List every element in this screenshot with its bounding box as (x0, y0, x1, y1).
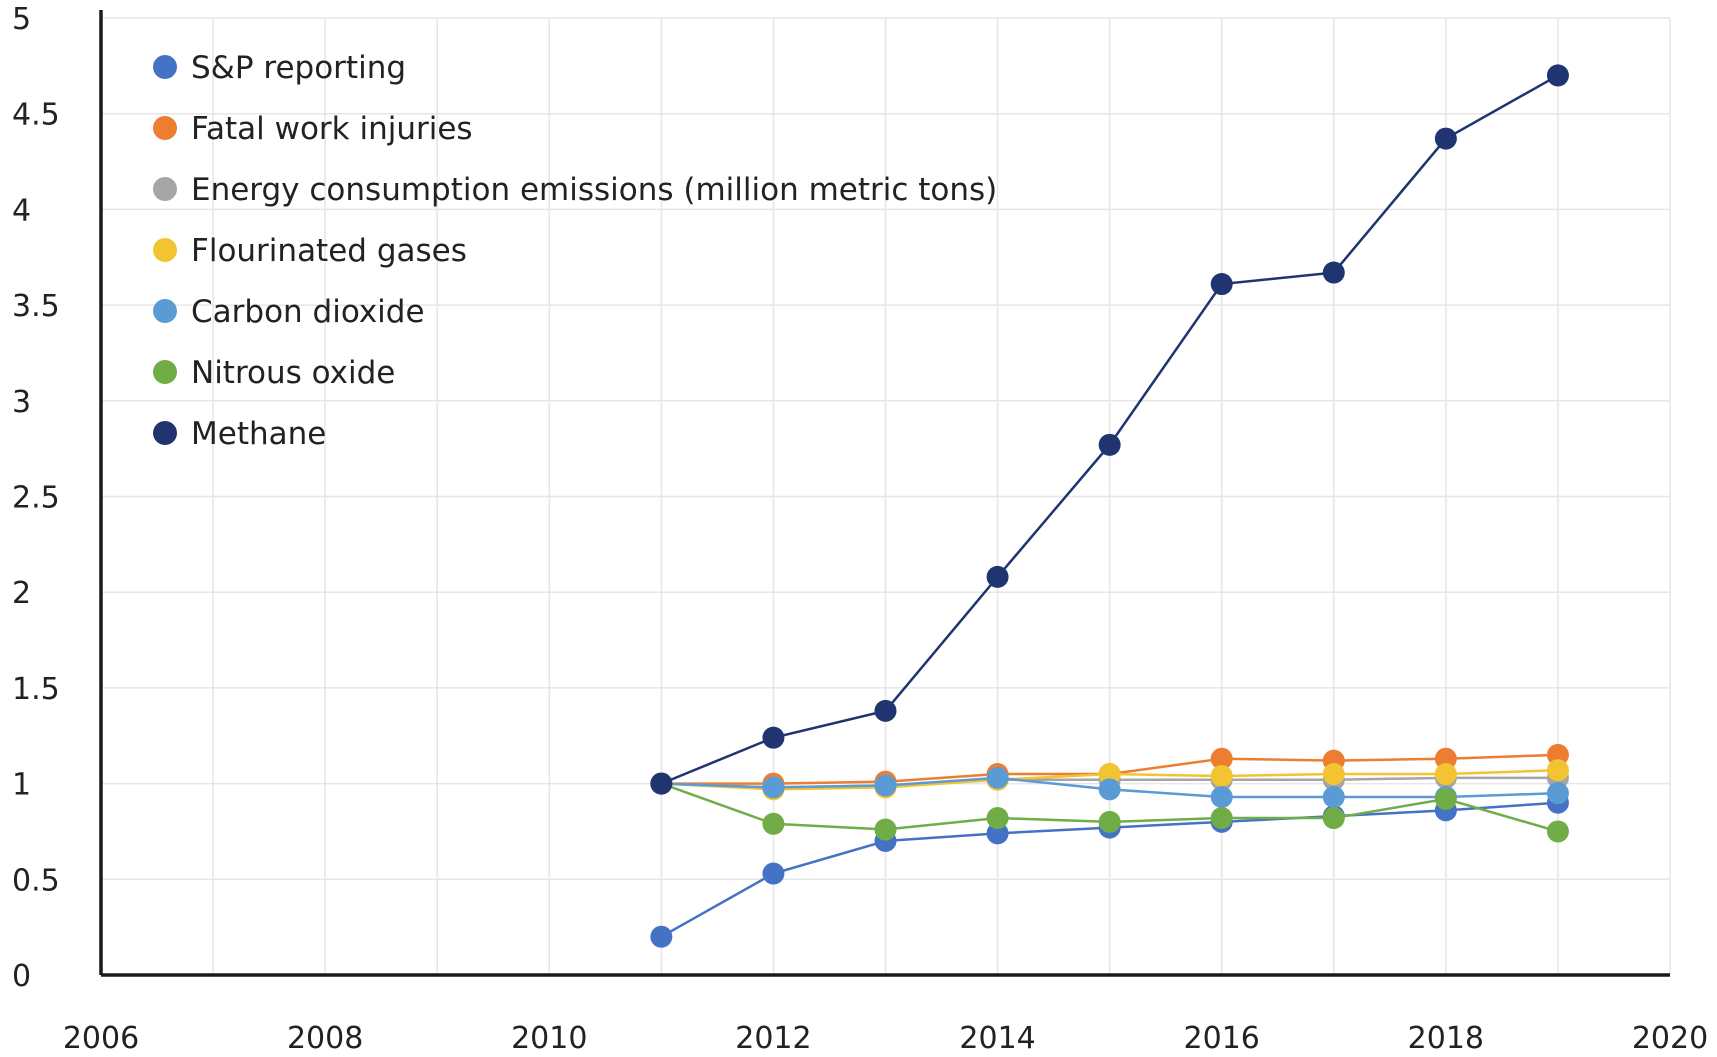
y-tick-label: 1.5 (12, 672, 60, 707)
axes (99, 10, 1670, 977)
data-point (1098, 810, 1121, 833)
data-point (762, 812, 785, 835)
y-tick-label: 3 (12, 385, 31, 420)
x-tick-label: 2018 (1408, 1021, 1484, 1056)
y-tick-label: 2 (12, 576, 31, 611)
legend-label: S&P reporting (191, 50, 406, 86)
data-point (1322, 785, 1345, 808)
data-point (1322, 807, 1345, 830)
data-point (1210, 747, 1233, 770)
legend-item: Carbon dioxide (153, 294, 425, 330)
legend-label: Flourinated gases (191, 233, 467, 269)
gridlines (101, 17, 1671, 975)
data-point (1546, 759, 1569, 782)
x-tick-label: 2012 (735, 1021, 811, 1056)
y-tick-label: 2.5 (12, 481, 60, 516)
x-tick-label: 2008 (287, 1021, 363, 1056)
data-point (1434, 747, 1457, 770)
data-point (650, 772, 673, 795)
legend-item: Nitrous oxide (153, 355, 395, 391)
data-point (1322, 763, 1345, 786)
data-point (1210, 807, 1233, 830)
legend-item: S&P reporting (153, 50, 406, 86)
y-tick-label: 0 (12, 959, 31, 994)
y-tick-label: 4 (12, 193, 31, 228)
legend-item: Flourinated gases (153, 233, 467, 269)
data-point (1098, 763, 1121, 786)
data-point (1322, 261, 1345, 284)
y-tick-label: 4.5 (12, 98, 60, 133)
data-point (874, 699, 897, 722)
data-point (762, 726, 785, 749)
legend-label: Carbon dioxide (191, 294, 425, 330)
legend-item: Energy consumption emissions (million me… (153, 172, 997, 208)
legend-label: Fatal work injuries (191, 111, 473, 147)
data-point (986, 822, 1009, 845)
y-tick-labels: 0 0.5 1 1.5 2 2.5 3 3.5 4 4.5 5 (12, 2, 60, 994)
data-point (1546, 782, 1569, 805)
data-point (762, 862, 785, 885)
legend-swatch (153, 177, 177, 201)
legend-swatch (153, 238, 177, 262)
y-tick-label: 0.5 (12, 863, 60, 898)
series-5 (650, 772, 1569, 843)
legend-label: Nitrous oxide (191, 355, 395, 391)
x-tick-label: 2016 (1184, 1021, 1260, 1056)
legend-swatch (153, 360, 177, 384)
data-point (986, 766, 1009, 789)
x-tick-label: 2014 (959, 1021, 1035, 1056)
x-tick-label: 2020 (1632, 1021, 1708, 1056)
x-tick-label: 2010 (511, 1021, 587, 1056)
data-point (1210, 764, 1233, 787)
legend-label: Energy consumption emissions (million me… (191, 172, 997, 208)
y-tick-label: 5 (12, 2, 31, 37)
legend: S&P reporting Fatal work injuries Energy c… (153, 50, 997, 452)
data-point (1098, 778, 1121, 801)
data-point (762, 776, 785, 799)
legend-label: Methane (191, 416, 326, 452)
data-point (1210, 785, 1233, 808)
legend-swatch (153, 55, 177, 79)
legend-item: Methane (153, 416, 326, 452)
data-point (874, 818, 897, 841)
y-tick-label: 3.5 (12, 289, 60, 324)
data-point (1546, 820, 1569, 843)
data-point (1210, 273, 1233, 296)
data-point (986, 807, 1009, 830)
data-point (1434, 127, 1457, 150)
x-tick-labels: 2006 2008 2010 2012 2014 2016 2018 2020 (63, 1021, 1708, 1056)
legend-swatch (153, 421, 177, 445)
data-point (986, 565, 1009, 588)
series-layer (650, 64, 1569, 948)
x-tick-label: 2006 (63, 1021, 139, 1056)
series-4 (650, 766, 1569, 808)
legend-swatch (153, 116, 177, 140)
legend-swatch (153, 299, 177, 323)
data-point (874, 774, 897, 797)
y-tick-label: 1 (12, 768, 31, 803)
data-point (1546, 64, 1569, 87)
series-6 (650, 64, 1569, 795)
data-point (1098, 433, 1121, 456)
legend-item: Fatal work injuries (153, 111, 473, 147)
data-point (1546, 743, 1569, 766)
data-point (1434, 763, 1457, 786)
data-point (650, 925, 673, 948)
data-point (1434, 787, 1457, 810)
